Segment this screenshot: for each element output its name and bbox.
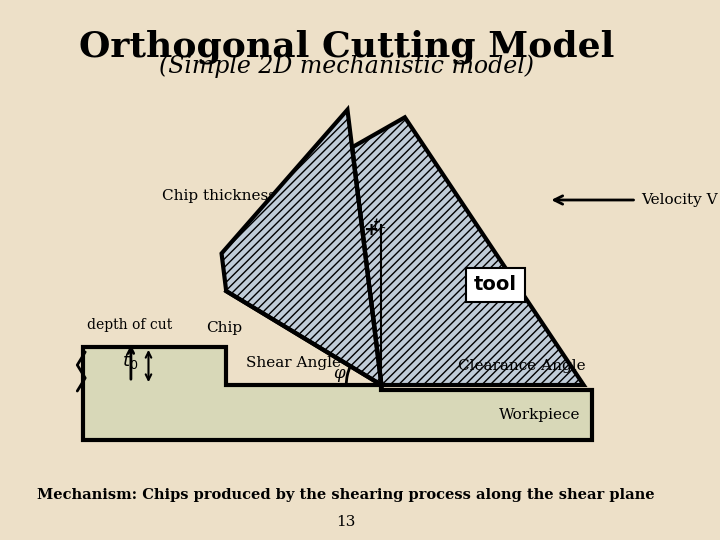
Polygon shape	[352, 117, 584, 385]
Polygon shape	[222, 110, 382, 385]
Text: Chip: Chip	[206, 321, 243, 335]
Polygon shape	[83, 347, 593, 440]
Text: depth of cut: depth of cut	[87, 318, 172, 332]
Text: Rake
Angle: Rake Angle	[291, 230, 331, 260]
Text: (Simple 2D mechanistic model): (Simple 2D mechanistic model)	[159, 54, 534, 78]
Text: Mechanism: Chips produced by the shearing process along the shear plane: Mechanism: Chips produced by the shearin…	[37, 488, 655, 502]
Text: Workpiece: Workpiece	[499, 408, 580, 422]
Text: Shear Angle: Shear Angle	[246, 356, 341, 370]
Text: $t_0$: $t_0$	[122, 351, 138, 371]
Text: α: α	[356, 311, 368, 329]
Text: Orthogonal Cutting Model: Orthogonal Cutting Model	[78, 30, 614, 64]
Text: tool: tool	[474, 275, 517, 294]
Text: Clearance Angle: Clearance Angle	[459, 359, 586, 373]
Text: 13: 13	[336, 515, 356, 529]
Text: $t_c$: $t_c$	[372, 216, 387, 236]
Text: φ: φ	[333, 364, 345, 381]
Text: Velocity V: Velocity V	[641, 193, 717, 207]
Text: +: +	[364, 221, 379, 239]
Text: Chip thickness: Chip thickness	[162, 189, 276, 203]
